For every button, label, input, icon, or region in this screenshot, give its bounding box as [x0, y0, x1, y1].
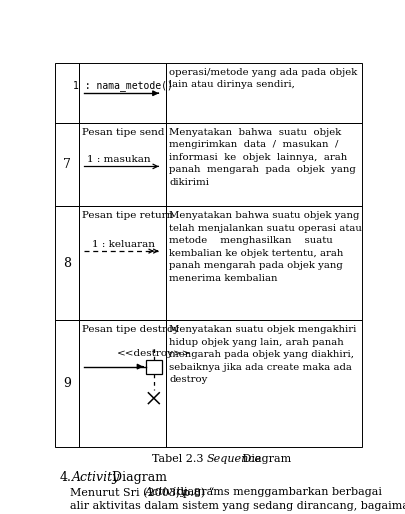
Bar — [166, 320, 360, 448]
Bar — [166, 207, 360, 320]
Text: Activity: Activity — [144, 487, 187, 498]
Text: <<destroy>>: <<destroy>> — [116, 349, 191, 358]
Bar — [55, 320, 79, 448]
Text: Menurut Sri (2003, p.8) “: Menurut Sri (2003, p.8) “ — [70, 487, 214, 498]
Text: Sequence: Sequence — [206, 454, 261, 464]
Bar — [79, 207, 166, 320]
Bar — [79, 320, 166, 448]
Bar — [166, 123, 360, 207]
Bar — [55, 63, 79, 123]
Text: Menyatakan bahwa suatu objek yang
telah menjalankan suatu operasi atau
metode   : Menyatakan bahwa suatu objek yang telah … — [169, 211, 361, 283]
Text: Menyatakan  bahwa  suatu  objek
mengirimkan  data  /  masukan  /
informasi  ke  : Menyatakan bahwa suatu objek mengirimkan… — [169, 128, 355, 187]
Text: 4.: 4. — [60, 470, 72, 484]
Bar — [166, 63, 360, 123]
Text: diagrams menggambarkan berbagai: diagrams menggambarkan berbagai — [170, 487, 381, 498]
Text: operasi/metode yang ada pada objek
lain atau dirinya sendiri,: operasi/metode yang ada pada objek lain … — [169, 68, 357, 89]
Bar — [79, 63, 166, 123]
Text: Activity: Activity — [72, 470, 119, 484]
Text: Pesan tipe destroy: Pesan tipe destroy — [81, 325, 179, 334]
Text: Tabel 2.3: Tabel 2.3 — [151, 454, 206, 464]
Bar — [146, 360, 161, 374]
Text: Menyatakan suatu objek mengakhiri
hidup objek yang lain, arah panah
mengarah pad: Menyatakan suatu objek mengakhiri hidup … — [169, 325, 356, 384]
Text: Pesan tipe send: Pesan tipe send — [81, 128, 164, 137]
Text: 1 : keluaran: 1 : keluaran — [92, 240, 154, 249]
Text: 7: 7 — [63, 158, 71, 171]
Text: 1 : nama_metode(): 1 : nama_metode() — [73, 80, 173, 91]
Text: 9: 9 — [63, 377, 71, 391]
Text: Pesan tipe return: Pesan tipe return — [81, 211, 173, 220]
Bar — [55, 207, 79, 320]
Text: 8: 8 — [63, 257, 71, 270]
Text: 1 : masukan: 1 : masukan — [87, 155, 150, 164]
Text: Diagram: Diagram — [239, 454, 291, 464]
Bar — [55, 123, 79, 207]
Bar — [79, 123, 166, 207]
Text: Diagram: Diagram — [104, 470, 167, 484]
Text: alir aktivitas dalam sistem yang sedang dirancang, bagaimana masing-: alir aktivitas dalam sistem yang sedang … — [70, 501, 405, 511]
